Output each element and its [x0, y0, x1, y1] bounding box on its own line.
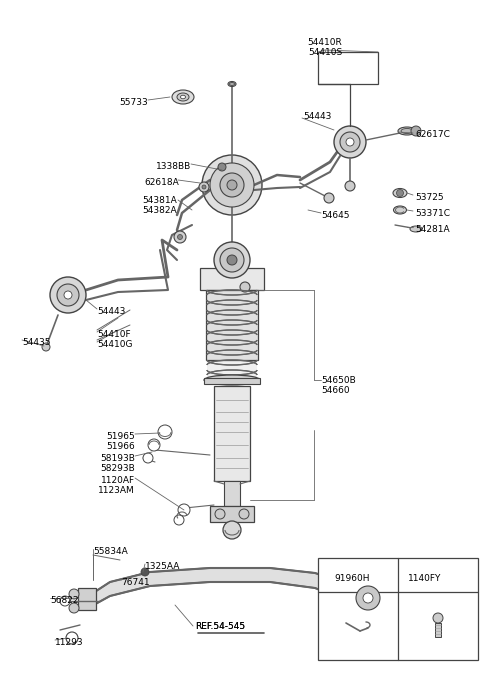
Bar — [207, 290, 257, 380]
Circle shape — [210, 163, 254, 207]
Circle shape — [57, 284, 79, 306]
Bar — [224, 481, 240, 506]
Text: 62618A: 62618A — [144, 178, 179, 187]
Circle shape — [158, 425, 172, 439]
Circle shape — [50, 277, 86, 313]
Text: 58193B
58293B: 58193B 58293B — [100, 454, 135, 473]
Circle shape — [340, 132, 360, 152]
Circle shape — [433, 613, 443, 623]
Bar — [435, 623, 441, 637]
Bar — [78, 588, 96, 610]
Circle shape — [66, 632, 78, 644]
Text: 53371C: 53371C — [415, 209, 450, 218]
Circle shape — [356, 586, 380, 610]
Text: 54435: 54435 — [22, 338, 50, 347]
Circle shape — [215, 509, 225, 519]
Circle shape — [334, 126, 366, 158]
Ellipse shape — [398, 127, 416, 135]
Circle shape — [239, 509, 249, 519]
Text: 51965
51966: 51965 51966 — [106, 432, 135, 452]
Ellipse shape — [180, 95, 185, 99]
Circle shape — [223, 521, 241, 539]
Ellipse shape — [172, 90, 194, 104]
Text: 53725: 53725 — [415, 193, 444, 202]
Circle shape — [148, 439, 160, 451]
Circle shape — [227, 180, 237, 190]
Circle shape — [345, 181, 355, 191]
Ellipse shape — [229, 82, 235, 85]
Circle shape — [69, 589, 79, 599]
Text: REF.54-545: REF.54-545 — [195, 622, 245, 631]
Circle shape — [202, 155, 262, 215]
Ellipse shape — [410, 226, 422, 232]
Polygon shape — [90, 568, 365, 608]
Text: 54650B
54660: 54650B 54660 — [321, 376, 356, 396]
Circle shape — [199, 182, 209, 192]
Ellipse shape — [394, 206, 407, 214]
Circle shape — [143, 453, 153, 463]
Circle shape — [346, 138, 354, 146]
Circle shape — [42, 343, 50, 351]
Ellipse shape — [401, 129, 413, 134]
Text: 54645: 54645 — [321, 211, 349, 220]
Ellipse shape — [228, 82, 236, 87]
Bar — [210, 506, 254, 522]
Ellipse shape — [204, 375, 260, 385]
Bar — [206, 290, 258, 360]
Circle shape — [227, 255, 237, 265]
Text: 54281A: 54281A — [415, 225, 450, 234]
Text: 54410F
54410G: 54410F 54410G — [97, 330, 132, 350]
Circle shape — [174, 231, 186, 243]
Text: 1120AF
1123AM: 1120AF 1123AM — [98, 476, 135, 496]
Text: 54410R
54410S: 54410R 54410S — [308, 38, 342, 57]
Circle shape — [202, 185, 206, 189]
Circle shape — [178, 234, 182, 240]
Circle shape — [141, 568, 149, 576]
Text: REF.54-545: REF.54-545 — [195, 622, 245, 631]
Circle shape — [220, 173, 244, 197]
Circle shape — [324, 193, 334, 203]
Circle shape — [218, 163, 226, 171]
Text: 1338BB: 1338BB — [156, 162, 191, 171]
Circle shape — [214, 242, 250, 278]
Text: 1325AA: 1325AA — [145, 562, 180, 571]
Ellipse shape — [393, 189, 407, 198]
Bar — [318, 558, 478, 660]
Text: 76741: 76741 — [121, 578, 150, 587]
Text: 11293: 11293 — [55, 638, 84, 647]
Bar — [318, 52, 378, 84]
Text: 54443: 54443 — [303, 112, 331, 121]
Ellipse shape — [177, 93, 189, 101]
Circle shape — [69, 603, 79, 613]
Circle shape — [220, 248, 244, 272]
Circle shape — [178, 504, 190, 516]
Circle shape — [363, 593, 373, 603]
Text: 91960H: 91960H — [334, 574, 370, 583]
Circle shape — [64, 291, 72, 299]
Text: 55834A: 55834A — [93, 547, 128, 556]
Bar — [204, 378, 260, 384]
Text: 55733: 55733 — [119, 98, 148, 107]
Circle shape — [60, 596, 70, 606]
Circle shape — [350, 580, 386, 616]
Text: 1140FY: 1140FY — [408, 574, 442, 583]
Text: 56822: 56822 — [50, 596, 79, 605]
Circle shape — [174, 515, 184, 525]
Circle shape — [240, 282, 250, 292]
Text: 54443: 54443 — [97, 307, 125, 316]
Circle shape — [411, 126, 421, 136]
Bar — [200, 268, 264, 290]
Circle shape — [396, 189, 404, 196]
Bar — [214, 386, 250, 481]
Text: 54381A
54382A: 54381A 54382A — [142, 196, 177, 215]
Text: 62617C: 62617C — [415, 130, 450, 139]
